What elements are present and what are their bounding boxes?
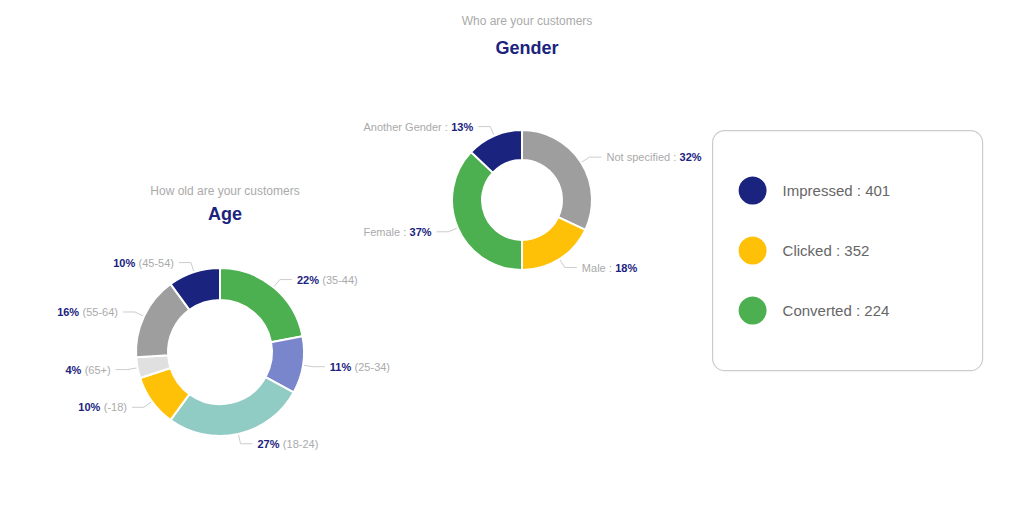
svg-text:Another Gender :: Another Gender : (363, 121, 447, 133)
svg-text:(65+): (65+) (85, 364, 111, 376)
svg-text:(18-24): (18-24) (283, 438, 318, 450)
svg-text:Clicked : 352: Clicked : 352 (783, 242, 870, 259)
svg-text:Impressed : 401: Impressed : 401 (783, 182, 891, 199)
svg-text:(35-44): (35-44) (322, 274, 357, 286)
svg-text:(25-34): (25-34) (355, 361, 390, 373)
svg-text:Who are your customers: Who are your customers (462, 14, 593, 28)
svg-text:4%: 4% (65, 364, 81, 376)
svg-text:(55-64): (55-64) (82, 306, 117, 318)
svg-text:(45-54): (45-54) (138, 257, 173, 269)
svg-text:(-18): (-18) (104, 401, 127, 413)
svg-text:10%: 10% (78, 401, 100, 413)
svg-text:22%: 22% (297, 274, 319, 286)
svg-text:Converted : 224: Converted : 224 (783, 302, 890, 319)
svg-text:11%: 11% (330, 361, 352, 373)
svg-text:How old are your customers: How old are your customers (150, 184, 299, 198)
svg-text:32%: 32% (680, 151, 702, 163)
svg-text:Not specified :: Not specified : (607, 151, 677, 163)
svg-text:Age: Age (208, 204, 242, 224)
svg-text:Gender: Gender (495, 38, 558, 58)
svg-text:18%: 18% (615, 262, 637, 274)
svg-text:37%: 37% (410, 226, 432, 238)
svg-text:Male :: Male : (582, 262, 612, 274)
svg-text:16%: 16% (57, 306, 79, 318)
svg-text:10%: 10% (113, 257, 135, 269)
svg-text:27%: 27% (258, 438, 280, 450)
svg-text:13%: 13% (451, 121, 473, 133)
svg-text:Female :: Female : (363, 226, 406, 238)
